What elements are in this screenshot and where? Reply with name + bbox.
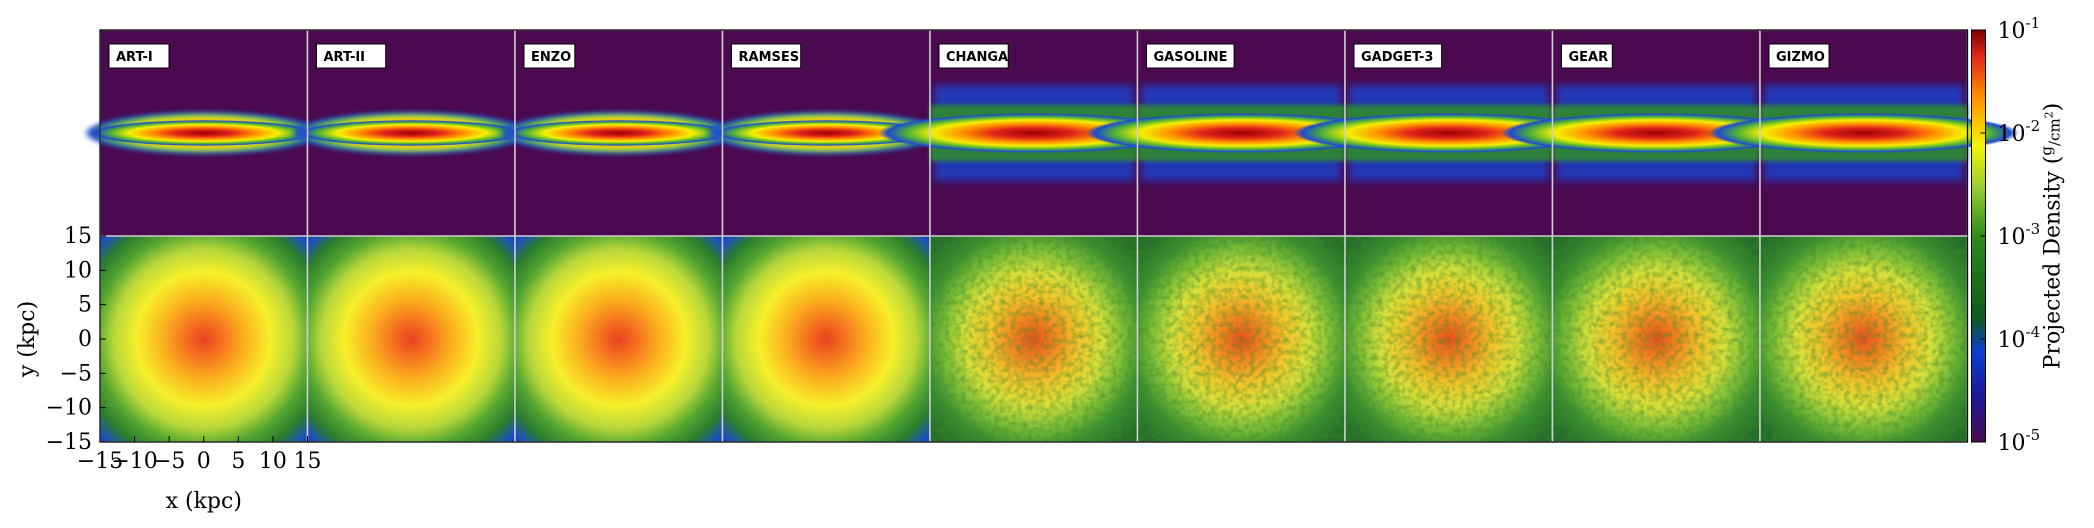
y-tick-label: −10 — [46, 396, 92, 421]
colorbar-tick-label: 10-3 — [1998, 220, 2041, 250]
colorbar-tick-label: 10-2 — [1998, 117, 2041, 147]
x-tick-label: 0 — [197, 449, 211, 474]
x-axis-label: x (kpc) — [166, 489, 242, 514]
face-on-panel-ramses — [722, 236, 930, 442]
face-on-map — [100, 236, 308, 442]
panel-label: ART-I — [108, 43, 170, 69]
disk-midplane — [1708, 113, 2020, 153]
panel-label: CHANGA — [938, 43, 1009, 69]
x-tick-label: −10 — [111, 449, 157, 474]
disk-midplane — [297, 120, 526, 146]
colorbar: 10-1 10-2 10-3 10-4 10-5 Projected Density (g… — [1971, 14, 2066, 456]
face-on-panel-gasoline — [1137, 236, 1345, 442]
panel-label: GADGET-3 — [1353, 43, 1443, 69]
panel-label-text: ART-II — [324, 50, 366, 65]
y-tick-label: 0 — [78, 327, 92, 352]
panel-label: GIZMO — [1768, 43, 1830, 69]
face-on-panel-gadget-3 — [1345, 236, 1553, 442]
face-on-panel-gizmo — [1760, 236, 1968, 442]
panel-label: GEAR — [1561, 43, 1613, 69]
particle-noise — [1760, 236, 1968, 442]
edge-on-panel-art-i: ART-I — [83, 30, 325, 236]
panel-label-text: ART-I — [116, 50, 153, 65]
panel-label-text: GASOLINE — [1154, 50, 1228, 65]
panel-label-text: RAMSES — [739, 50, 800, 65]
y-tick-label: 5 — [78, 293, 92, 318]
panel-label-text: GEAR — [1569, 50, 1609, 65]
panel-label: RAMSES — [731, 43, 802, 69]
panel-label-text: ENZO — [531, 50, 571, 65]
edge-on-panel-enzo: ENZO — [498, 30, 740, 236]
edge-on-panel-art-ii: ART-II — [290, 30, 532, 236]
colorbar-label: Projected Density (g/cm2) — [2038, 103, 2066, 370]
panel-label-text: CHANGA — [946, 50, 1008, 65]
disk-midplane — [89, 120, 318, 146]
particle-noise — [1552, 236, 1760, 442]
y-tick-label: 15 — [64, 224, 92, 249]
y-tick-label: −15 — [46, 430, 92, 455]
face-on-panel-enzo — [515, 236, 723, 442]
face-on-panel-changa — [930, 236, 1138, 442]
colorbar-tick-label: 10-5 — [1998, 426, 2041, 456]
disk-midplane — [712, 120, 941, 146]
face-on-map — [722, 236, 930, 442]
particle-noise — [1137, 236, 1345, 442]
particle-noise — [930, 236, 1138, 442]
x-tick-label: 5 — [231, 449, 245, 474]
x-tick-label: 10 — [259, 449, 287, 474]
panel-label: ENZO — [523, 43, 576, 69]
y-tick-label: −5 — [60, 361, 92, 386]
face-on-panel-art-i — [100, 236, 308, 442]
panel-label: ART-II — [316, 43, 387, 69]
colorbar-tick-label: 10-4 — [1998, 323, 2041, 353]
y-tick-label: 10 — [64, 258, 92, 283]
x-tick-label: 15 — [294, 449, 322, 474]
x-tick-label: −15 — [77, 449, 123, 474]
x-tick-label: −5 — [153, 449, 185, 474]
panel-label-text: GADGET-3 — [1361, 50, 1433, 65]
colorbar-tick-label: 10-1 — [1998, 14, 2041, 44]
face-on-panel-art-ii — [307, 236, 515, 442]
panel-label-text: GIZMO — [1776, 50, 1825, 65]
face-on-map — [515, 236, 723, 442]
edge-on-panel-gizmo: GIZMO — [1708, 30, 2020, 236]
y-axis-label: y (kpc) — [15, 301, 40, 378]
particle-noise — [1345, 236, 1553, 442]
face-on-map — [307, 236, 515, 442]
face-on-panel-gear — [1552, 236, 1760, 442]
panel-label: GASOLINE — [1146, 43, 1235, 69]
disk-midplane — [504, 120, 733, 146]
